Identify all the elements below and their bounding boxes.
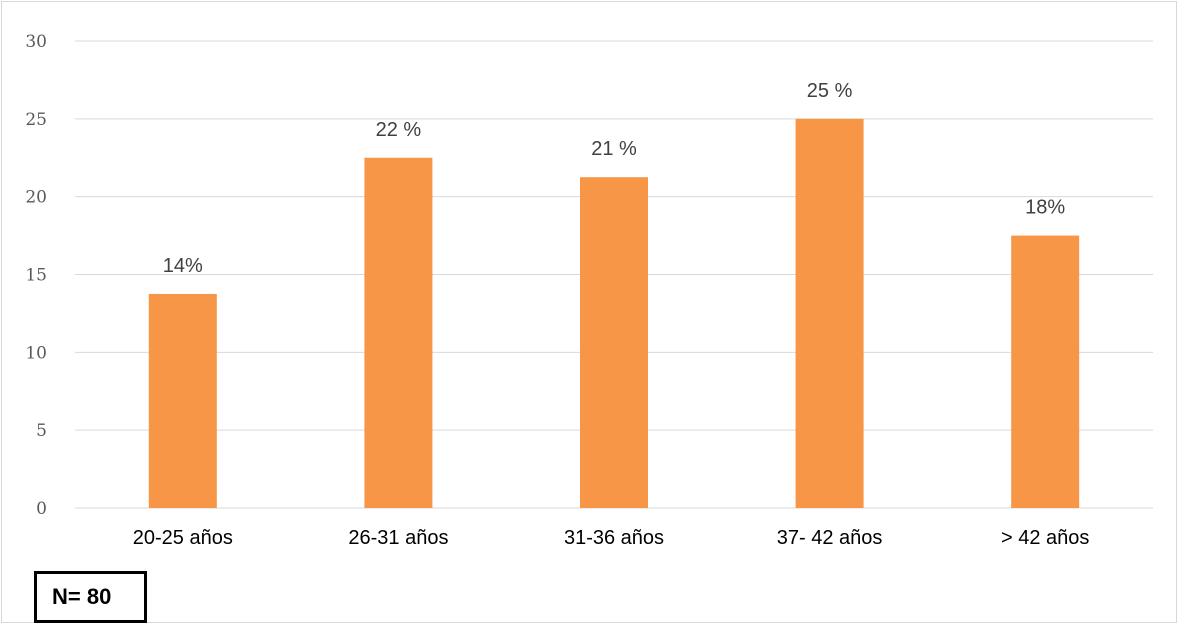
x-axis-ticks: 20-25 años 26-31 años 31-36 años 37- 42 año… bbox=[133, 527, 1090, 549]
x-tick-label: 37- 42 años bbox=[777, 527, 883, 549]
y-tick-label: 15 bbox=[25, 266, 47, 286]
data-label: 22 % bbox=[376, 119, 422, 141]
data-label: 14% bbox=[163, 255, 203, 277]
x-tick-label: 26-31 años bbox=[348, 527, 448, 549]
y-tick-label: 0 bbox=[36, 499, 47, 519]
bar bbox=[795, 118, 864, 508]
bar bbox=[580, 177, 648, 509]
y-tick-label: 5 bbox=[36, 421, 47, 441]
y-axis-ticks: 0 5 10 15 20 25 30 bbox=[25, 32, 47, 519]
y-tick-label: 10 bbox=[25, 343, 47, 363]
x-tick-label: 20-25 años bbox=[133, 527, 233, 549]
y-tick-label: 30 bbox=[25, 32, 47, 52]
bars bbox=[148, 118, 1080, 509]
y-tick-label: 25 bbox=[25, 110, 47, 130]
data-label: 18% bbox=[1025, 197, 1065, 219]
x-tick-label: > 42 años bbox=[1001, 527, 1089, 549]
sample-size-label: N= 80 bbox=[52, 584, 112, 609]
y-tick-label: 20 bbox=[25, 188, 47, 208]
bar bbox=[1011, 235, 1080, 509]
bar bbox=[364, 157, 433, 508]
sample-size-box: N= 80 bbox=[34, 571, 147, 623]
data-labels: 14% 22 % 21 % 25 % 18% bbox=[163, 80, 1066, 277]
data-label: 25 % bbox=[807, 80, 853, 102]
data-label: 21 % bbox=[591, 138, 637, 160]
bar bbox=[148, 293, 217, 508]
x-tick-label: 31-36 años bbox=[564, 527, 664, 549]
